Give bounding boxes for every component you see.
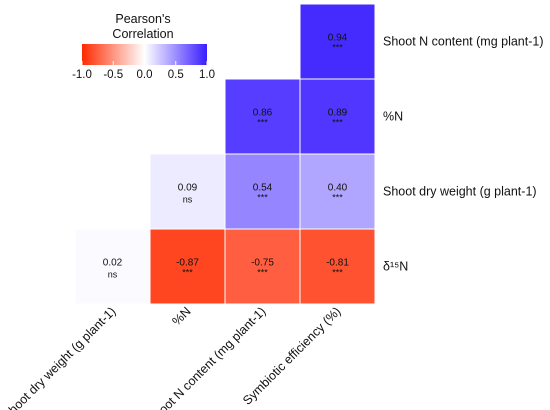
cell-significance-label: *** <box>257 193 268 203</box>
heatmap-cells: 0.94***0.86***0.89***0.09ns0.54***0.40**… <box>74 3 376 305</box>
heatmap-cell <box>299 228 376 305</box>
cell-significance-label: *** <box>332 268 343 278</box>
heatmap-cell <box>224 228 301 305</box>
cell-significance-label: *** <box>332 43 343 53</box>
legend-tick-label: 0.5 <box>168 69 184 81</box>
heatmap-cell <box>224 78 301 155</box>
legend-tick-label: 1.0 <box>199 69 215 81</box>
cell-value-label: 0.02 <box>103 258 123 269</box>
cell-significance-label: ns <box>108 270 118 280</box>
cell-significance-label: ns <box>183 195 193 205</box>
heatmap-cell <box>299 153 376 230</box>
cell-value-label: -0.81 <box>326 258 349 269</box>
legend: Pearson's Correlation -1.0 -0.5 0.0 0.5 1.0 <box>72 12 215 81</box>
heatmap-cell <box>299 3 376 80</box>
cell-significance-label: *** <box>257 268 268 278</box>
legend-tick-label: 0.0 <box>137 69 153 81</box>
row-label: %N <box>383 110 403 124</box>
cell-significance-label: *** <box>332 193 343 203</box>
legend-title-line2: Correlation <box>112 27 173 41</box>
cell-value-label: 0.09 <box>178 183 198 194</box>
cell-value-label: 0.94 <box>328 33 348 44</box>
row-label: Shoot N content (mg plant-1) <box>383 35 544 49</box>
legend-ticks: -1.0 -0.5 0.0 0.5 1.0 <box>72 61 215 81</box>
heatmap-cell <box>224 153 301 230</box>
cell-value-label: 0.89 <box>328 108 348 119</box>
cell-value-label: 0.40 <box>328 183 348 194</box>
row-labels: Shoot N content (mg plant-1) %N Shoot dry … <box>383 35 544 274</box>
cell-value-label: -0.75 <box>251 258 274 269</box>
column-label: Shoot dry weight (g plant-1) <box>0 304 118 410</box>
row-label: Shoot dry weight (g plant-1) <box>383 185 537 199</box>
cell-value-label: -0.87 <box>176 258 199 269</box>
cell-significance-label: *** <box>332 118 343 128</box>
legend-tick-label: -0.5 <box>103 69 123 81</box>
row-label: δ¹⁵N <box>383 260 408 274</box>
column-label: %N <box>169 304 193 328</box>
cell-value-label: 0.54 <box>253 183 273 194</box>
cell-significance-label: *** <box>182 268 193 278</box>
legend-colorbar <box>82 44 207 65</box>
heatmap-cell <box>149 228 226 305</box>
heatmap-cell <box>74 228 151 305</box>
cell-significance-label: *** <box>257 118 268 128</box>
legend-tick-label: -1.0 <box>72 69 92 81</box>
legend-title-line1: Pearson's <box>115 12 170 26</box>
heatmap-cell <box>299 78 376 155</box>
cell-value-label: 0.86 <box>253 108 273 119</box>
